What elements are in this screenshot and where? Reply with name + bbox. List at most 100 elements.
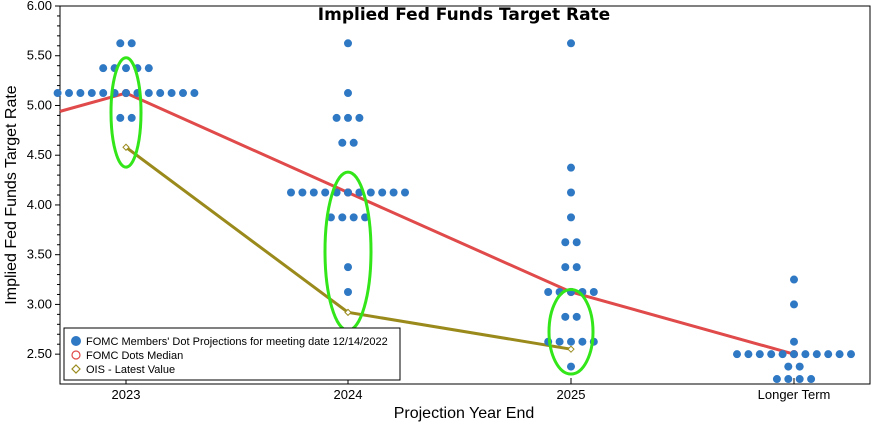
- dot-projection: [561, 263, 570, 272]
- dot-projection: [389, 188, 398, 197]
- legend-ois-label: OIS - Latest Value: [86, 364, 175, 376]
- dot-projection: [65, 89, 73, 98]
- dot-projection: [190, 89, 199, 98]
- dot-projection: [790, 350, 798, 359]
- dot-projection: [378, 188, 387, 197]
- y-tick-label: 2.50: [27, 346, 52, 361]
- dot-projection: [321, 188, 330, 197]
- dot-projection: [567, 362, 575, 371]
- dot-projection: [179, 89, 187, 98]
- highlight-ellipse: [109, 56, 143, 169]
- y-tick-label: 3.00: [27, 296, 52, 311]
- dot-projection: [578, 337, 587, 346]
- dot-projection: [309, 188, 318, 197]
- dot-projection: [298, 188, 307, 197]
- x-tick-label: Longer Term: [758, 387, 831, 402]
- y-tick-label: 5.50: [27, 48, 52, 63]
- dot-projection: [167, 89, 176, 98]
- dot-projection: [801, 350, 810, 359]
- legend-dots-label: FOMC Members' Dot Projections for meetin…: [86, 336, 388, 348]
- dot-projection: [807, 375, 816, 384]
- dot-projection: [344, 287, 352, 296]
- dot-projection: [555, 337, 564, 346]
- dot-projection: [790, 275, 798, 284]
- dot-projection: [790, 337, 798, 346]
- x-tick-label: 2024: [334, 387, 363, 402]
- dot-projection: [76, 89, 85, 98]
- dot-projection: [847, 350, 855, 359]
- dot-projection: [567, 39, 575, 48]
- x-tick-label: 2023: [112, 387, 141, 402]
- x-axis: 2023 2024 2025 Longer Term: [112, 378, 831, 402]
- dot-projection: [767, 350, 776, 359]
- dot-projection: [561, 312, 570, 321]
- highlight-ellipse: [547, 288, 595, 376]
- legend-dots-marker: [71, 336, 81, 346]
- dot-projection: [156, 89, 165, 98]
- dot-projection: [744, 350, 753, 359]
- dot-projection: [99, 89, 108, 98]
- x-axis-title: Projection Year End: [394, 405, 535, 422]
- y-tick-label: 5.00: [27, 97, 52, 112]
- dot-projection: [835, 350, 844, 359]
- dot-projection: [144, 89, 153, 98]
- ois-point: [344, 308, 352, 317]
- plot-area: [59, 5, 871, 385]
- dot-projection: [733, 350, 741, 359]
- dot-projection: [795, 375, 804, 384]
- dot-projection: [122, 64, 130, 73]
- legend: FOMC Members' Dot Projections for meetin…: [63, 327, 401, 381]
- y-tick-label: 4.00: [27, 197, 52, 212]
- dot-projection: [349, 138, 358, 147]
- dot-projection: [344, 39, 352, 48]
- dot-projection: [401, 188, 409, 197]
- y-axis: 2.50 3.00 3.50 4.00 4.50 5.00 5.50 6.00: [27, 0, 60, 361]
- dot-projection: [349, 213, 358, 222]
- chart-title: Implied Fed Funds Target Rate: [318, 5, 610, 25]
- dot-projection: [87, 89, 96, 98]
- dot-projection: [790, 300, 798, 309]
- dot-projection: [589, 287, 598, 296]
- dot-projection: [344, 89, 352, 98]
- y-tick-label: 6.00: [27, 0, 52, 13]
- dot-projection: [544, 287, 553, 296]
- dot-projection: [344, 263, 352, 272]
- dot-projection: [812, 350, 821, 359]
- dot-projection: [127, 113, 136, 122]
- dot-projection: [366, 188, 375, 197]
- dot-projection: [144, 64, 153, 73]
- dot-projection: [567, 213, 575, 222]
- dot-projection: [561, 238, 570, 247]
- dot-projections: [53, 39, 855, 384]
- dot-projection: [344, 188, 352, 197]
- dot-projection: [116, 39, 125, 48]
- dot-projection: [338, 213, 347, 222]
- dot-projection: [784, 362, 793, 371]
- dot-projection: [772, 375, 781, 384]
- dot-projection: [795, 362, 804, 371]
- dot-projection: [287, 188, 295, 197]
- ois-line: [122, 143, 575, 353]
- dot-projection: [572, 263, 581, 272]
- dot-projection: [755, 350, 764, 359]
- dot-projection: [784, 375, 793, 384]
- dot-projection: [99, 64, 108, 73]
- legend-median-label: FOMC Dots Median: [86, 350, 183, 362]
- dot-projection: [824, 350, 833, 359]
- y-axis-title: Implied Fed Funds Target Rate: [3, 85, 20, 304]
- ois-point: [567, 345, 575, 353]
- dot-projection: [355, 113, 364, 122]
- dot-projection: [53, 89, 62, 98]
- dot-projection: [338, 138, 347, 147]
- x-tick-label: 2025: [557, 387, 586, 402]
- dot-projection: [572, 238, 581, 247]
- dot-projection: [344, 113, 352, 122]
- dot-projection: [332, 113, 341, 122]
- dot-projection: [778, 350, 787, 359]
- dot-projection: [116, 113, 125, 122]
- y-tick-label: 3.50: [27, 247, 52, 262]
- dot-projection: [567, 163, 575, 172]
- legend-ois-marker: [71, 364, 81, 374]
- legend-median-marker: [71, 350, 81, 360]
